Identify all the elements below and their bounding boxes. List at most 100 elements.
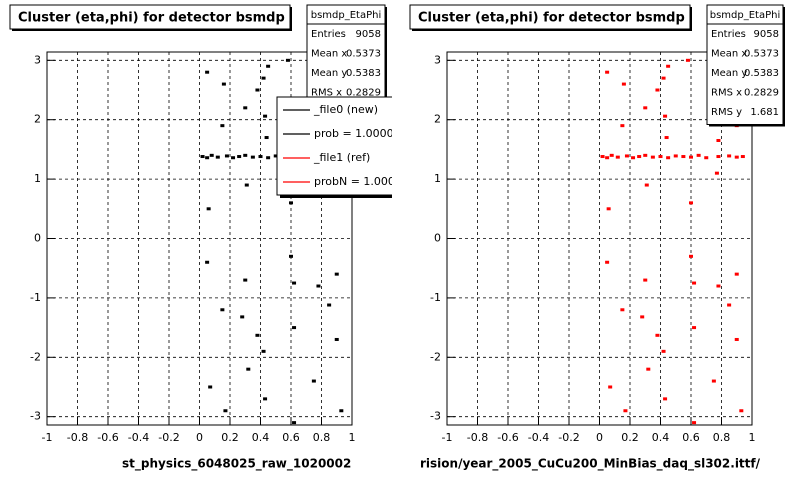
y-tick-label: 3 bbox=[434, 53, 441, 66]
point bbox=[244, 183, 249, 187]
point bbox=[250, 155, 255, 159]
point bbox=[689, 201, 693, 205]
y-tick-label: 0 bbox=[34, 232, 41, 245]
point bbox=[605, 260, 610, 264]
point bbox=[727, 154, 732, 158]
point bbox=[655, 333, 660, 337]
legend-label: _file0 (new) bbox=[313, 103, 378, 116]
y-tick-label: -1 bbox=[30, 291, 41, 304]
point bbox=[661, 349, 666, 353]
stats-value: 0.5373 bbox=[744, 49, 779, 60]
point bbox=[255, 333, 260, 337]
title-box bbox=[9, 4, 291, 30]
x-tick-label: -0.4 bbox=[528, 431, 549, 444]
point bbox=[243, 106, 248, 110]
point bbox=[637, 155, 642, 159]
point bbox=[624, 154, 629, 158]
x-tick-label: 0.6 bbox=[282, 431, 300, 444]
point bbox=[663, 397, 668, 401]
x-tick-label: 0 bbox=[196, 431, 203, 444]
legend: _file0 (new) prob = 1.000000 _file1 (ref) p… bbox=[276, 96, 392, 198]
stats-value: 0.2829 bbox=[744, 88, 779, 99]
point bbox=[266, 64, 271, 68]
point bbox=[716, 284, 721, 288]
chart-title: Cluster (eta,phi) for detector bsmdp bbox=[18, 11, 285, 26]
point bbox=[208, 385, 213, 389]
point bbox=[223, 409, 228, 413]
point bbox=[258, 155, 263, 159]
x-tick-label: -0.6 bbox=[97, 431, 118, 444]
y-tick-label: -2 bbox=[30, 350, 41, 363]
point bbox=[220, 308, 225, 312]
y-tick-label: 2 bbox=[434, 113, 441, 126]
point bbox=[215, 155, 220, 159]
point bbox=[334, 272, 339, 276]
x-tick-label: -1 bbox=[442, 431, 453, 444]
point bbox=[292, 281, 297, 285]
stats-label: RMS x bbox=[711, 88, 742, 99]
x-tick-label: 0.2 bbox=[621, 431, 639, 444]
point bbox=[621, 82, 626, 86]
legend-box bbox=[276, 96, 392, 196]
stats-value: 9058 bbox=[356, 29, 381, 40]
x-caption: rision/year_2005_CuCu200_MinBias_daq_sl3… bbox=[420, 457, 761, 472]
point bbox=[600, 155, 605, 159]
point bbox=[655, 88, 660, 92]
point bbox=[658, 155, 663, 159]
y-tick-label: -3 bbox=[30, 410, 41, 423]
stats-title: bsmdp_EtaPhi bbox=[710, 10, 781, 21]
point bbox=[716, 138, 721, 142]
point bbox=[206, 207, 211, 211]
point bbox=[664, 136, 669, 140]
point bbox=[608, 385, 613, 389]
x-tick-label: -0.2 bbox=[158, 431, 179, 444]
point bbox=[243, 153, 248, 157]
point bbox=[692, 326, 697, 330]
y-tick-label: 0 bbox=[434, 232, 441, 245]
x-tick-label: -0.6 bbox=[497, 431, 518, 444]
point bbox=[205, 260, 210, 264]
stats-label: Mean y bbox=[711, 68, 747, 79]
point bbox=[273, 154, 278, 158]
point bbox=[311, 379, 316, 383]
stats-label: RMS y bbox=[711, 107, 742, 118]
legend-label: _file1 (ref) bbox=[313, 151, 370, 164]
x-tick-label: -0.8 bbox=[67, 431, 88, 444]
title-box bbox=[409, 4, 691, 30]
point bbox=[205, 70, 210, 74]
y-tick-label: 1 bbox=[34, 172, 41, 185]
point bbox=[606, 207, 611, 211]
point bbox=[734, 337, 739, 341]
point bbox=[285, 58, 290, 62]
point bbox=[339, 409, 344, 413]
point bbox=[316, 284, 321, 288]
point bbox=[620, 124, 625, 128]
point bbox=[246, 367, 251, 371]
point bbox=[623, 409, 628, 413]
point bbox=[289, 201, 293, 205]
stats-value: 0.2829 bbox=[346, 88, 381, 99]
point bbox=[663, 114, 668, 118]
point bbox=[224, 154, 229, 158]
point bbox=[692, 281, 697, 285]
point bbox=[266, 156, 271, 160]
stats-label: Entries bbox=[311, 29, 346, 40]
point bbox=[605, 156, 610, 160]
x-tick-label: -1 bbox=[42, 431, 53, 444]
stats-box bbox=[706, 4, 784, 125]
point bbox=[685, 58, 690, 62]
point bbox=[292, 421, 297, 425]
point bbox=[727, 303, 732, 307]
stats-value: 0.5383 bbox=[346, 68, 381, 79]
point bbox=[609, 153, 614, 157]
stats-label: Entries bbox=[711, 29, 746, 40]
point bbox=[734, 272, 739, 276]
point bbox=[200, 155, 205, 159]
y-tick-label: 1 bbox=[434, 172, 441, 185]
point bbox=[292, 326, 297, 330]
point bbox=[231, 156, 236, 160]
point bbox=[334, 337, 339, 341]
point bbox=[240, 315, 245, 319]
x-tick-label: -0.2 bbox=[558, 431, 579, 444]
